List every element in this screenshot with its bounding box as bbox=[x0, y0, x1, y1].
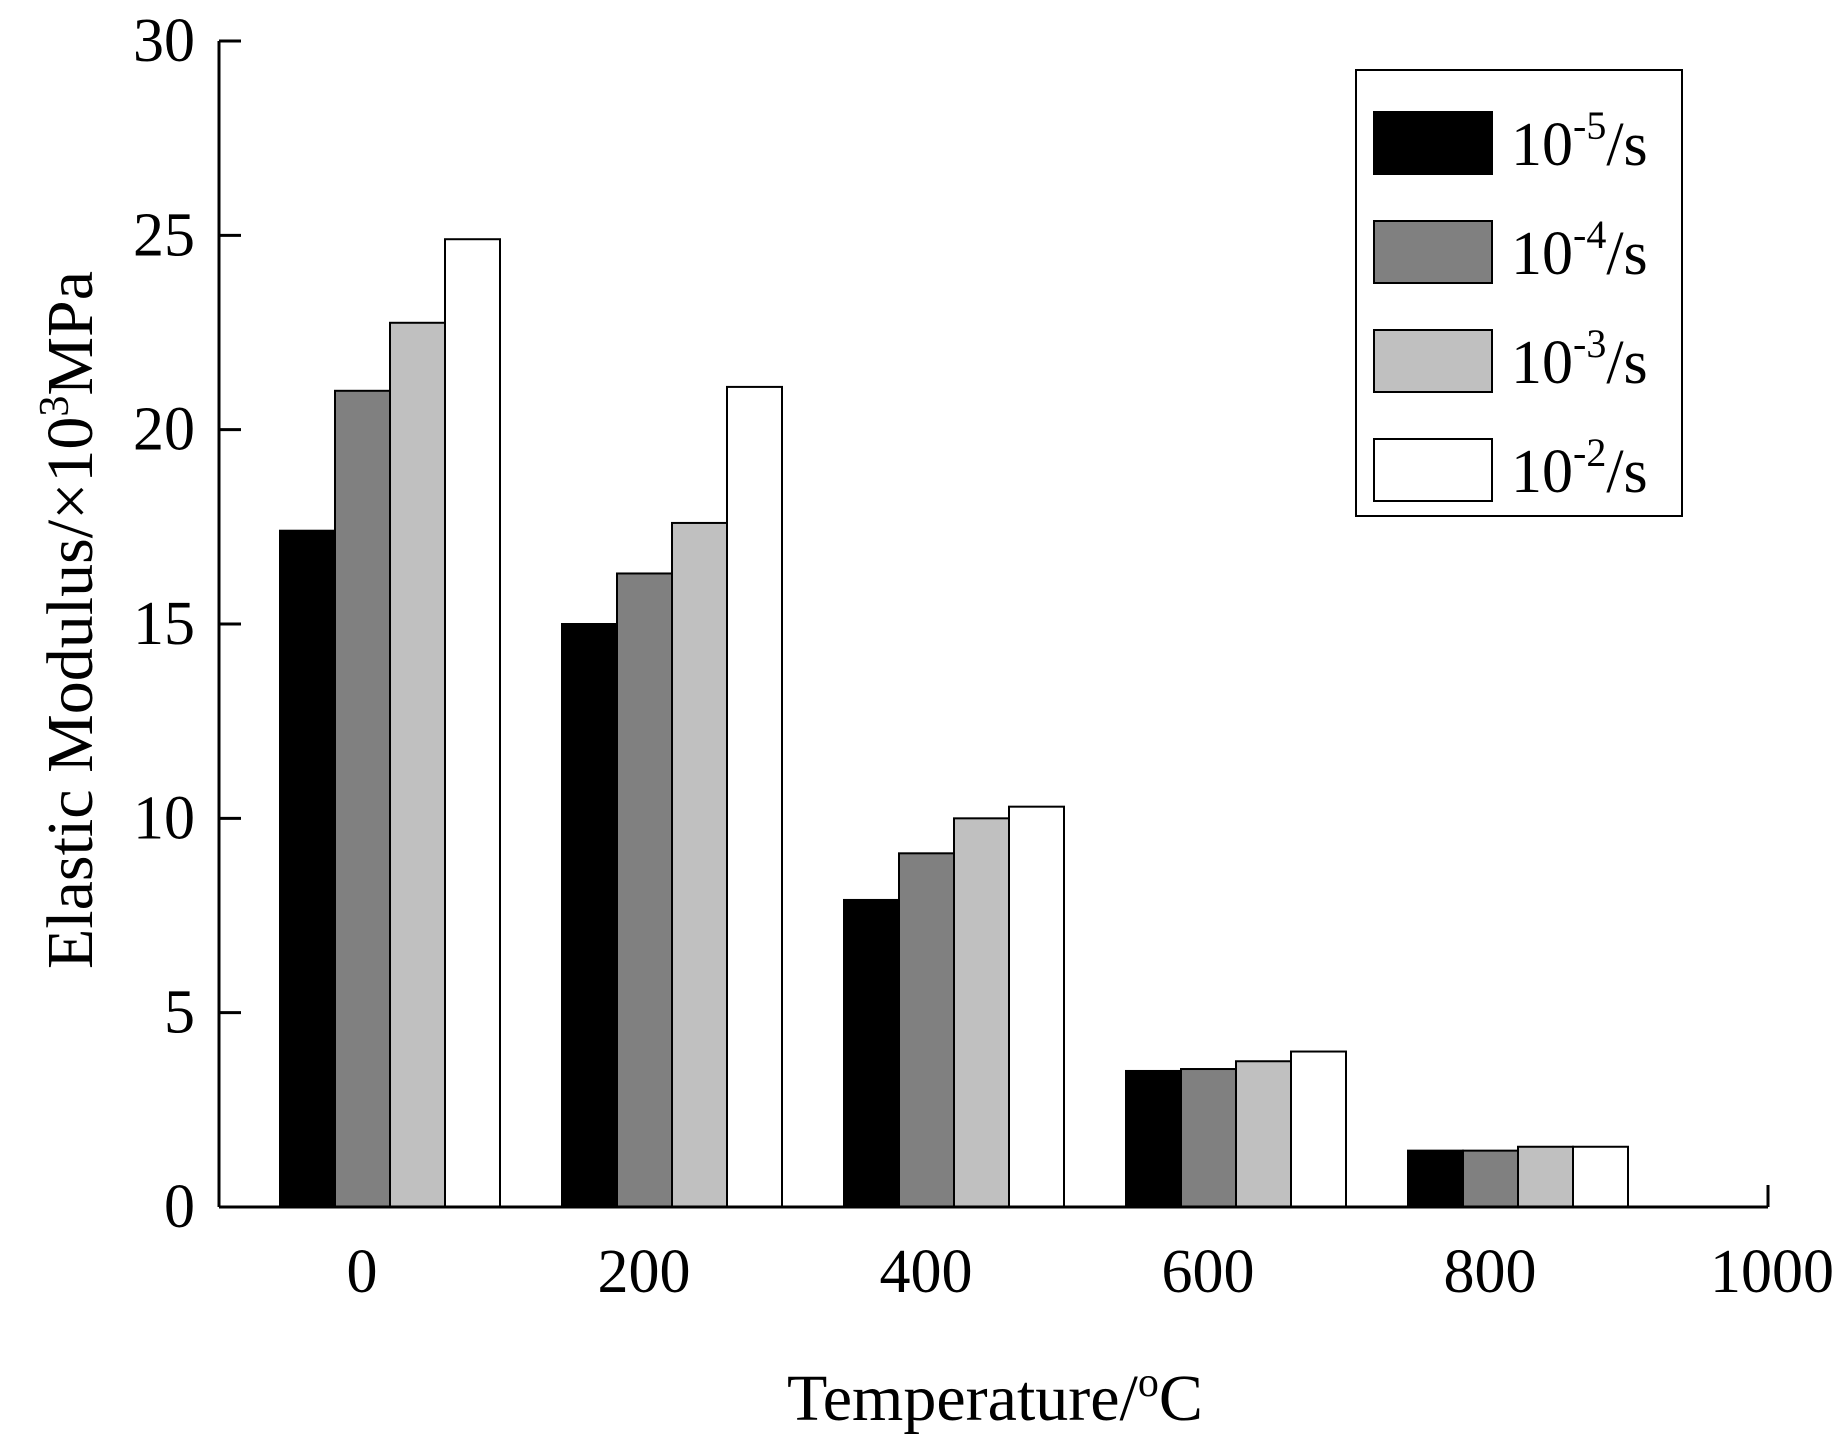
bar-0-series-1 bbox=[334, 389, 391, 1208]
legend-label-3: 10-2/s bbox=[1511, 430, 1648, 506]
bar-200-series-0 bbox=[561, 623, 618, 1208]
y-tick-label-10: 10 bbox=[133, 784, 195, 852]
bar-400-series-1 bbox=[898, 852, 955, 1209]
bar-200-series-1 bbox=[616, 572, 673, 1208]
bar-600-series-1 bbox=[1180, 1068, 1237, 1208]
y-tick-label-20: 20 bbox=[133, 396, 195, 464]
legend-label-1: 10-4/s bbox=[1511, 212, 1648, 288]
x-tick-label-600: 600 bbox=[1162, 1238, 1255, 1306]
x-axis-title: Temperature/oC bbox=[787, 1360, 1203, 1435]
y-tick-label-25: 25 bbox=[133, 201, 195, 269]
legend-swatch-2 bbox=[1373, 329, 1493, 393]
x-tick-label-1000: 1000 bbox=[1710, 1238, 1834, 1306]
bar-800-series-0 bbox=[1407, 1149, 1464, 1208]
legend-swatch-3 bbox=[1373, 438, 1493, 502]
bar-200-series-3 bbox=[726, 385, 783, 1208]
legend-label-2: 10-3/s bbox=[1511, 321, 1648, 397]
bar-800-series-3 bbox=[1572, 1145, 1629, 1209]
legend-swatch-1 bbox=[1373, 220, 1493, 284]
y-axis-title: Elastic Modulus/×103MPa bbox=[32, 271, 107, 969]
bar-600-series-2 bbox=[1235, 1060, 1292, 1208]
y-tick-label-15: 15 bbox=[133, 590, 195, 658]
bar-400-series-2 bbox=[953, 817, 1010, 1208]
y-tick-label-30: 30 bbox=[133, 7, 195, 75]
bar-800-series-1 bbox=[1462, 1149, 1519, 1208]
bar-600-series-3 bbox=[1290, 1050, 1347, 1208]
x-tick-label-800: 800 bbox=[1444, 1238, 1537, 1306]
bar-400-series-3 bbox=[1008, 805, 1065, 1208]
bar-600-series-0 bbox=[1125, 1069, 1182, 1209]
bar-0-series-3 bbox=[444, 238, 501, 1209]
x-tick-label-0: 0 bbox=[347, 1238, 378, 1306]
bar-800-series-2 bbox=[1517, 1145, 1574, 1209]
bar-0-series-0 bbox=[279, 529, 336, 1208]
legend-swatch-0 bbox=[1373, 111, 1493, 175]
x-tick-label-200: 200 bbox=[598, 1238, 691, 1306]
bar-400-series-0 bbox=[843, 898, 900, 1208]
legend: 10-5/s 10-4/s 10-3/s 10-2/s bbox=[1355, 69, 1683, 517]
bars-group bbox=[279, 238, 1629, 1209]
x-tick-label-400: 400 bbox=[880, 1238, 973, 1306]
legend-label-0: 10-5/s bbox=[1511, 103, 1648, 179]
bar-0-series-2 bbox=[389, 321, 446, 1208]
y-tick-label-0: 0 bbox=[164, 1173, 195, 1241]
y-tick-label-5: 5 bbox=[164, 979, 195, 1047]
bar-200-series-2 bbox=[671, 521, 728, 1208]
axes-group: 0 5 10 15 20 25 30 0 200 400 600 800 1000 Temperature… bbox=[32, 7, 1834, 1435]
